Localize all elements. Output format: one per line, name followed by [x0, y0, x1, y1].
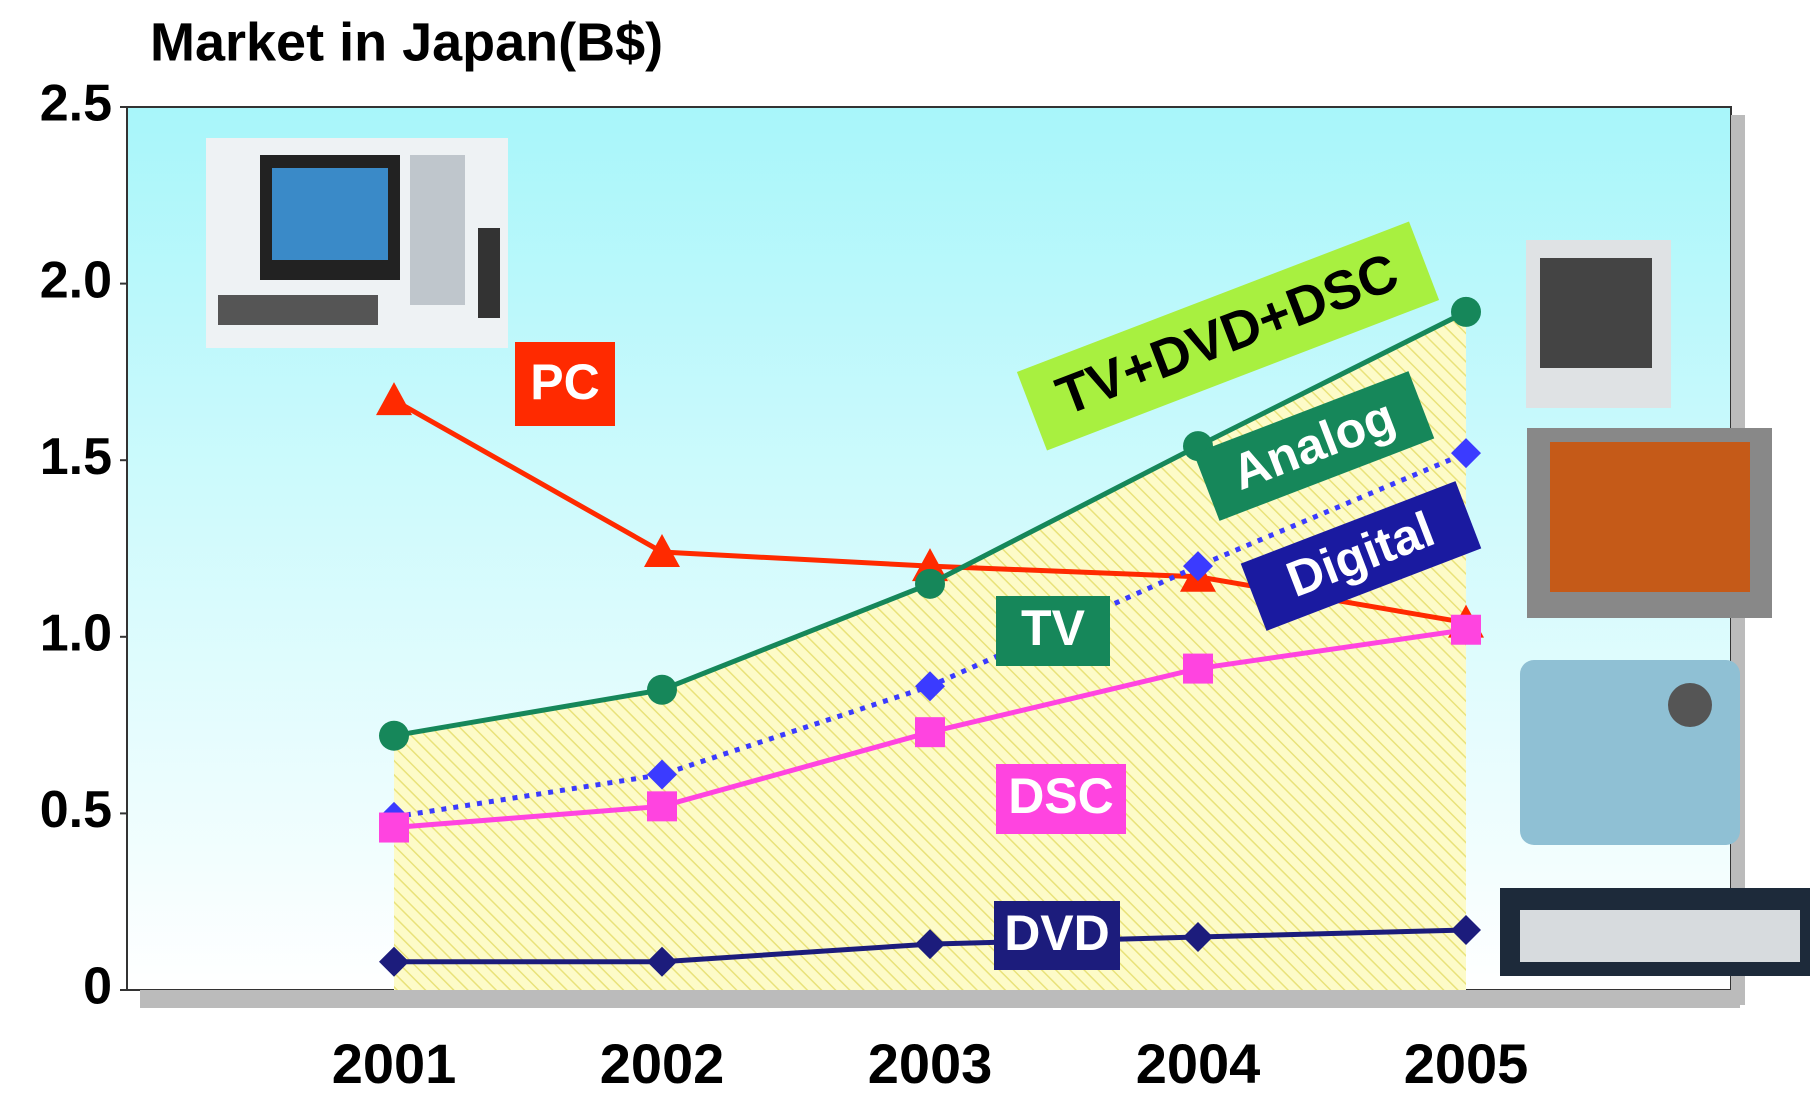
series-label: PC — [530, 354, 599, 410]
pc-picture — [206, 138, 508, 348]
y-tick-label: 1.5 — [40, 428, 112, 486]
marker — [644, 534, 680, 568]
marker — [915, 929, 945, 960]
label-pc: PC — [515, 342, 615, 426]
series-label: DSC — [1008, 768, 1114, 824]
label-tv: TV — [996, 596, 1110, 666]
marker — [1451, 914, 1481, 945]
marker — [915, 568, 945, 599]
flat-tv-picture — [1527, 428, 1772, 618]
marker — [647, 946, 677, 977]
marker — [379, 812, 409, 843]
marker — [1183, 551, 1213, 582]
tv-picture — [1526, 240, 1671, 408]
x-tick-label: 2001 — [332, 1032, 457, 1095]
x-tick-label: 2003 — [868, 1032, 993, 1095]
marker — [647, 791, 677, 822]
y-tick-label: 0 — [83, 958, 112, 1016]
marker — [1451, 614, 1481, 645]
y-tick-label: 1.0 — [40, 605, 112, 663]
marker — [915, 717, 945, 748]
y-tick-label: 2.5 — [40, 75, 112, 133]
marker — [647, 759, 677, 790]
marker — [1183, 653, 1213, 684]
marker — [376, 382, 412, 416]
y-tick-label: 0.5 — [40, 781, 112, 839]
marker — [647, 674, 677, 705]
x-tick-label: 2004 — [1136, 1032, 1261, 1095]
marker — [1451, 438, 1481, 469]
x-tick-label: 2005 — [1404, 1032, 1529, 1095]
y-tick-label: 2.0 — [40, 251, 112, 309]
marker — [379, 946, 409, 977]
series-label: DVD — [1004, 905, 1110, 961]
annotation: TV — [1021, 600, 1086, 656]
dvd-picture — [1500, 888, 1810, 976]
marker — [915, 671, 945, 702]
x-axis-bar — [140, 990, 1740, 1008]
camera-picture — [1520, 660, 1740, 845]
marker — [379, 720, 409, 751]
plot — [120, 106, 1484, 991]
marker — [1451, 296, 1481, 327]
marker — [1183, 922, 1213, 953]
label-dvd: DVD — [994, 901, 1120, 970]
label-dsc: DSC — [996, 764, 1126, 834]
x-tick-label: 2002 — [600, 1032, 725, 1095]
chart-title: Market in Japan(B$) — [150, 12, 663, 72]
